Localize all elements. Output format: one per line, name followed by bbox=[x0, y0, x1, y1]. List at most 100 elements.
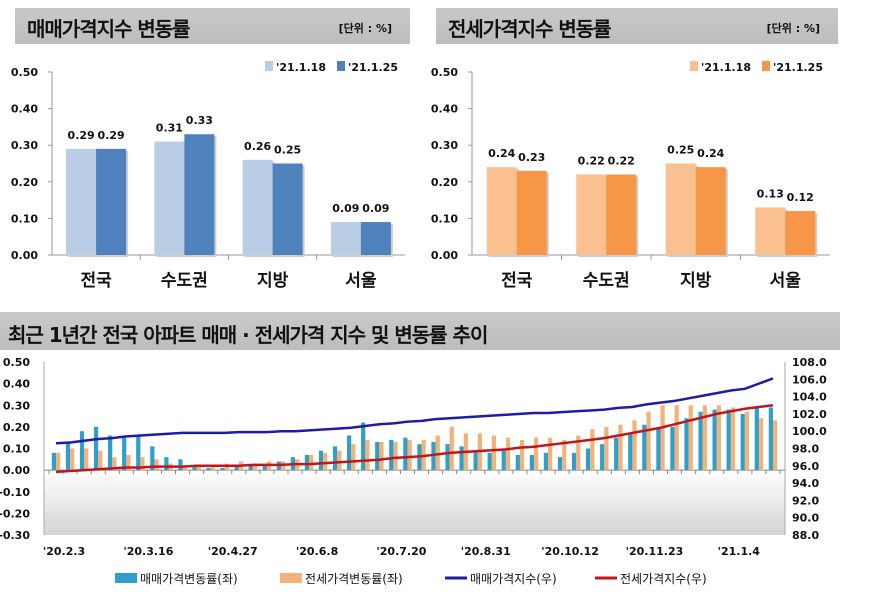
trend-x-tick-label: '20.10.12 bbox=[541, 545, 599, 558]
jeonse-chart-title: 전세가격지수 변동률 bbox=[448, 17, 612, 41]
sale-bar bbox=[272, 163, 303, 255]
trend-index-line bbox=[55, 404, 774, 474]
trend-bar bbox=[65, 442, 71, 471]
trend-bar bbox=[70, 448, 75, 471]
trend-bar bbox=[473, 450, 478, 471]
trend-bar bbox=[79, 431, 85, 471]
trend-bar bbox=[56, 452, 61, 471]
trend-negative-area bbox=[44, 470, 785, 535]
trend-x-tick-label: '20.2.3 bbox=[43, 545, 85, 558]
trend-bar bbox=[234, 465, 239, 471]
trend-bar bbox=[642, 424, 647, 471]
jeonse-bar bbox=[576, 174, 607, 255]
trend-bar bbox=[726, 409, 731, 471]
trend-bar bbox=[122, 437, 127, 471]
trend-bar bbox=[754, 407, 759, 471]
trend-bar bbox=[614, 437, 619, 471]
trend-bar bbox=[529, 454, 534, 471]
trend-bar bbox=[487, 452, 492, 471]
trend-bar bbox=[758, 418, 764, 471]
trend-bar bbox=[576, 435, 581, 471]
sale-data-label: 0.33 bbox=[186, 114, 213, 127]
trend-bar bbox=[435, 435, 440, 471]
sale-bar bbox=[242, 159, 273, 255]
trend-x-tick-label: '20.7.20 bbox=[376, 545, 426, 558]
trend-bar bbox=[318, 450, 324, 471]
jeonse-data-label: 0.23 bbox=[518, 151, 545, 164]
sale-legend-label: '21.1.18 bbox=[276, 61, 326, 74]
trend-bar bbox=[618, 424, 623, 471]
trend-left-tick-label: 0.00 bbox=[3, 464, 30, 477]
trend-bar bbox=[252, 463, 258, 471]
trend-bar bbox=[533, 437, 539, 471]
jeonse-y-tick-label: 0.40 bbox=[431, 103, 458, 116]
jeonse-y-tick-label: 0.30 bbox=[431, 139, 458, 152]
jeonse-legend-swatch bbox=[762, 61, 770, 71]
trend-bar bbox=[712, 409, 717, 471]
trend-legend-swatch bbox=[115, 573, 137, 583]
trend-bar bbox=[351, 444, 356, 471]
trend-right-tick-label: 96.0 bbox=[792, 460, 819, 473]
trend-left-tick-label: 0.30 bbox=[3, 399, 30, 412]
trend-bar bbox=[670, 426, 675, 471]
trend-bar bbox=[628, 433, 633, 471]
trend-bar bbox=[557, 457, 563, 471]
trend-right-tick-label: 92.0 bbox=[792, 494, 819, 507]
jeonse-data-label: 0.25 bbox=[667, 144, 694, 157]
sale-bar bbox=[96, 148, 127, 255]
jeonse-data-label: 0.24 bbox=[697, 147, 724, 160]
trend-bar bbox=[571, 452, 577, 471]
trend-bar bbox=[716, 405, 721, 471]
jeonse-category-label: 지방 bbox=[680, 271, 712, 291]
trend-right-tick-label: 106.0 bbox=[792, 373, 827, 386]
sale-bar bbox=[154, 141, 185, 255]
trend-bar bbox=[375, 442, 380, 471]
jeonse-y-tick-label: 0.20 bbox=[431, 176, 458, 189]
jeonse-category-label: 서울 bbox=[770, 271, 802, 291]
sale-bar bbox=[184, 134, 215, 255]
trend-bar bbox=[112, 457, 117, 471]
sale-data-label: 0.09 bbox=[332, 202, 359, 215]
trend-bar bbox=[84, 448, 89, 471]
trend-right-tick-label: 90.0 bbox=[792, 512, 819, 525]
trend-legend-swatch bbox=[280, 573, 302, 583]
trend-legend-label: 매매가격지수(우) bbox=[470, 572, 557, 586]
sale-legend-label: '21.1.25 bbox=[348, 61, 398, 74]
trend-left-tick-label: 0.50 bbox=[3, 356, 30, 369]
jeonse-y-tick-label: 0.50 bbox=[431, 66, 458, 79]
trend-bar bbox=[702, 405, 707, 471]
trend-bar bbox=[407, 439, 412, 471]
sale-bar bbox=[330, 222, 361, 255]
trend-bar bbox=[491, 435, 497, 471]
trend-chart-title: 최근 1년간 전국 아파트 매매 · 전세가격 지수 및 변동률 추이 bbox=[8, 323, 488, 347]
trend-x-tick-label: '20.6.8 bbox=[296, 545, 338, 558]
sale-category-label: 전국 bbox=[80, 271, 112, 291]
trend-bar bbox=[543, 452, 549, 471]
trend-bar bbox=[698, 411, 703, 471]
sale-chart-title: 매매가격지수 변동률 bbox=[27, 17, 191, 41]
sale-y-tick-label: 0.50 bbox=[11, 66, 38, 79]
trend-bar bbox=[51, 452, 57, 471]
sale-data-label: 0.31 bbox=[156, 122, 183, 135]
jeonse-data-label: 0.12 bbox=[787, 191, 814, 204]
trend-x-tick-label: '20.3.16 bbox=[123, 545, 173, 558]
sale-bar bbox=[66, 148, 97, 255]
trend-bar bbox=[600, 444, 605, 471]
trend-left-tick-label: 0.40 bbox=[3, 378, 30, 391]
trend-bar bbox=[365, 439, 370, 471]
sale-y-tick-label: 0.10 bbox=[11, 212, 38, 225]
sale-category-label: 지방 bbox=[257, 271, 289, 291]
trend-bar bbox=[403, 437, 408, 471]
trend-bar bbox=[304, 454, 310, 471]
trend-legend-label: 전세가격변동률(좌) bbox=[305, 572, 403, 586]
jeonse-data-label: 0.24 bbox=[488, 147, 515, 160]
jeonse-category-label: 수도권 bbox=[583, 271, 630, 291]
trend-bar bbox=[730, 407, 736, 471]
trend-bar bbox=[519, 439, 525, 471]
trend-bar bbox=[768, 407, 773, 471]
jeonse-data-label: 0.13 bbox=[757, 187, 784, 200]
sale-y-tick-label: 0.40 bbox=[11, 103, 38, 116]
trend-legend-label: 전세가격지수(우) bbox=[620, 572, 707, 586]
trend-bar bbox=[332, 446, 338, 471]
trend-bar bbox=[206, 467, 211, 471]
